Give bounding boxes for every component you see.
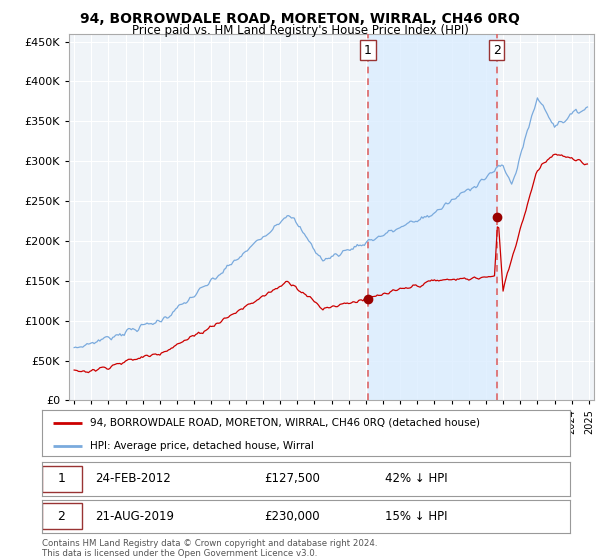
Text: 94, BORROWDALE ROAD, MORETON, WIRRAL, CH46 0RQ (detached house): 94, BORROWDALE ROAD, MORETON, WIRRAL, CH…	[89, 418, 479, 428]
Text: Contains HM Land Registry data © Crown copyright and database right 2024.
This d: Contains HM Land Registry data © Crown c…	[42, 539, 377, 558]
FancyBboxPatch shape	[42, 466, 82, 492]
Text: 42% ↓ HPI: 42% ↓ HPI	[385, 472, 448, 486]
Text: 1: 1	[364, 44, 372, 57]
Text: 15% ↓ HPI: 15% ↓ HPI	[385, 510, 448, 523]
Text: 94, BORROWDALE ROAD, MORETON, WIRRAL, CH46 0RQ: 94, BORROWDALE ROAD, MORETON, WIRRAL, CH…	[80, 12, 520, 26]
Bar	[368, 34, 497, 400]
Text: 24-FEB-2012: 24-FEB-2012	[95, 472, 170, 486]
Text: 1: 1	[58, 472, 65, 486]
Text: 2: 2	[58, 510, 65, 523]
FancyBboxPatch shape	[42, 503, 82, 529]
Text: HPI: Average price, detached house, Wirral: HPI: Average price, detached house, Wirr…	[89, 441, 313, 451]
Text: Price paid vs. HM Land Registry's House Price Index (HPI): Price paid vs. HM Land Registry's House …	[131, 24, 469, 37]
Text: £230,000: £230,000	[264, 510, 319, 523]
Text: £127,500: £127,500	[264, 472, 320, 486]
Text: 21-AUG-2019: 21-AUG-2019	[95, 510, 174, 523]
Text: 2: 2	[493, 44, 500, 57]
